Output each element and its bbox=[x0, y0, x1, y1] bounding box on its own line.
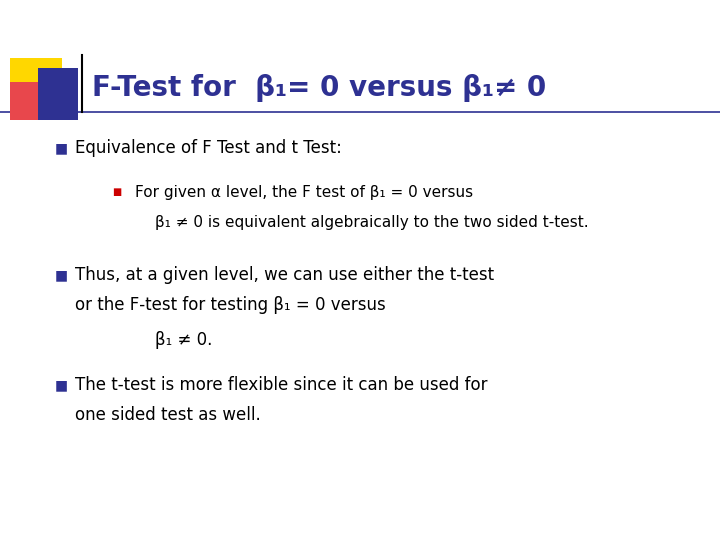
Text: F-Test for  β₁= 0 versus β₁≠ 0: F-Test for β₁= 0 versus β₁≠ 0 bbox=[92, 74, 546, 102]
Text: ■: ■ bbox=[55, 378, 68, 392]
Text: ■: ■ bbox=[55, 268, 68, 282]
Bar bbox=[38, 68, 78, 120]
Bar bbox=[10, 58, 62, 110]
Text: ■: ■ bbox=[55, 141, 68, 155]
Text: one sided test as well.: one sided test as well. bbox=[75, 406, 261, 424]
Text: The t-test is more flexible since it can be used for: The t-test is more flexible since it can… bbox=[75, 376, 487, 394]
Text: For given α level, the F test of β₁ = 0 versus: For given α level, the F test of β₁ = 0 … bbox=[135, 185, 473, 199]
Text: β₁ ≠ 0.: β₁ ≠ 0. bbox=[155, 331, 212, 349]
Bar bbox=[10, 82, 52, 120]
Text: or the F-test for testing β₁ = 0 versus: or the F-test for testing β₁ = 0 versus bbox=[75, 296, 386, 314]
Text: Equivalence of F Test and t Test:: Equivalence of F Test and t Test: bbox=[75, 139, 342, 157]
Text: Thus, at a given level, we can use either the t-test: Thus, at a given level, we can use eithe… bbox=[75, 266, 494, 284]
Text: β₁ ≠ 0 is equivalent algebraically to the two sided t-test.: β₁ ≠ 0 is equivalent algebraically to th… bbox=[155, 214, 589, 230]
Text: ■: ■ bbox=[112, 187, 121, 197]
